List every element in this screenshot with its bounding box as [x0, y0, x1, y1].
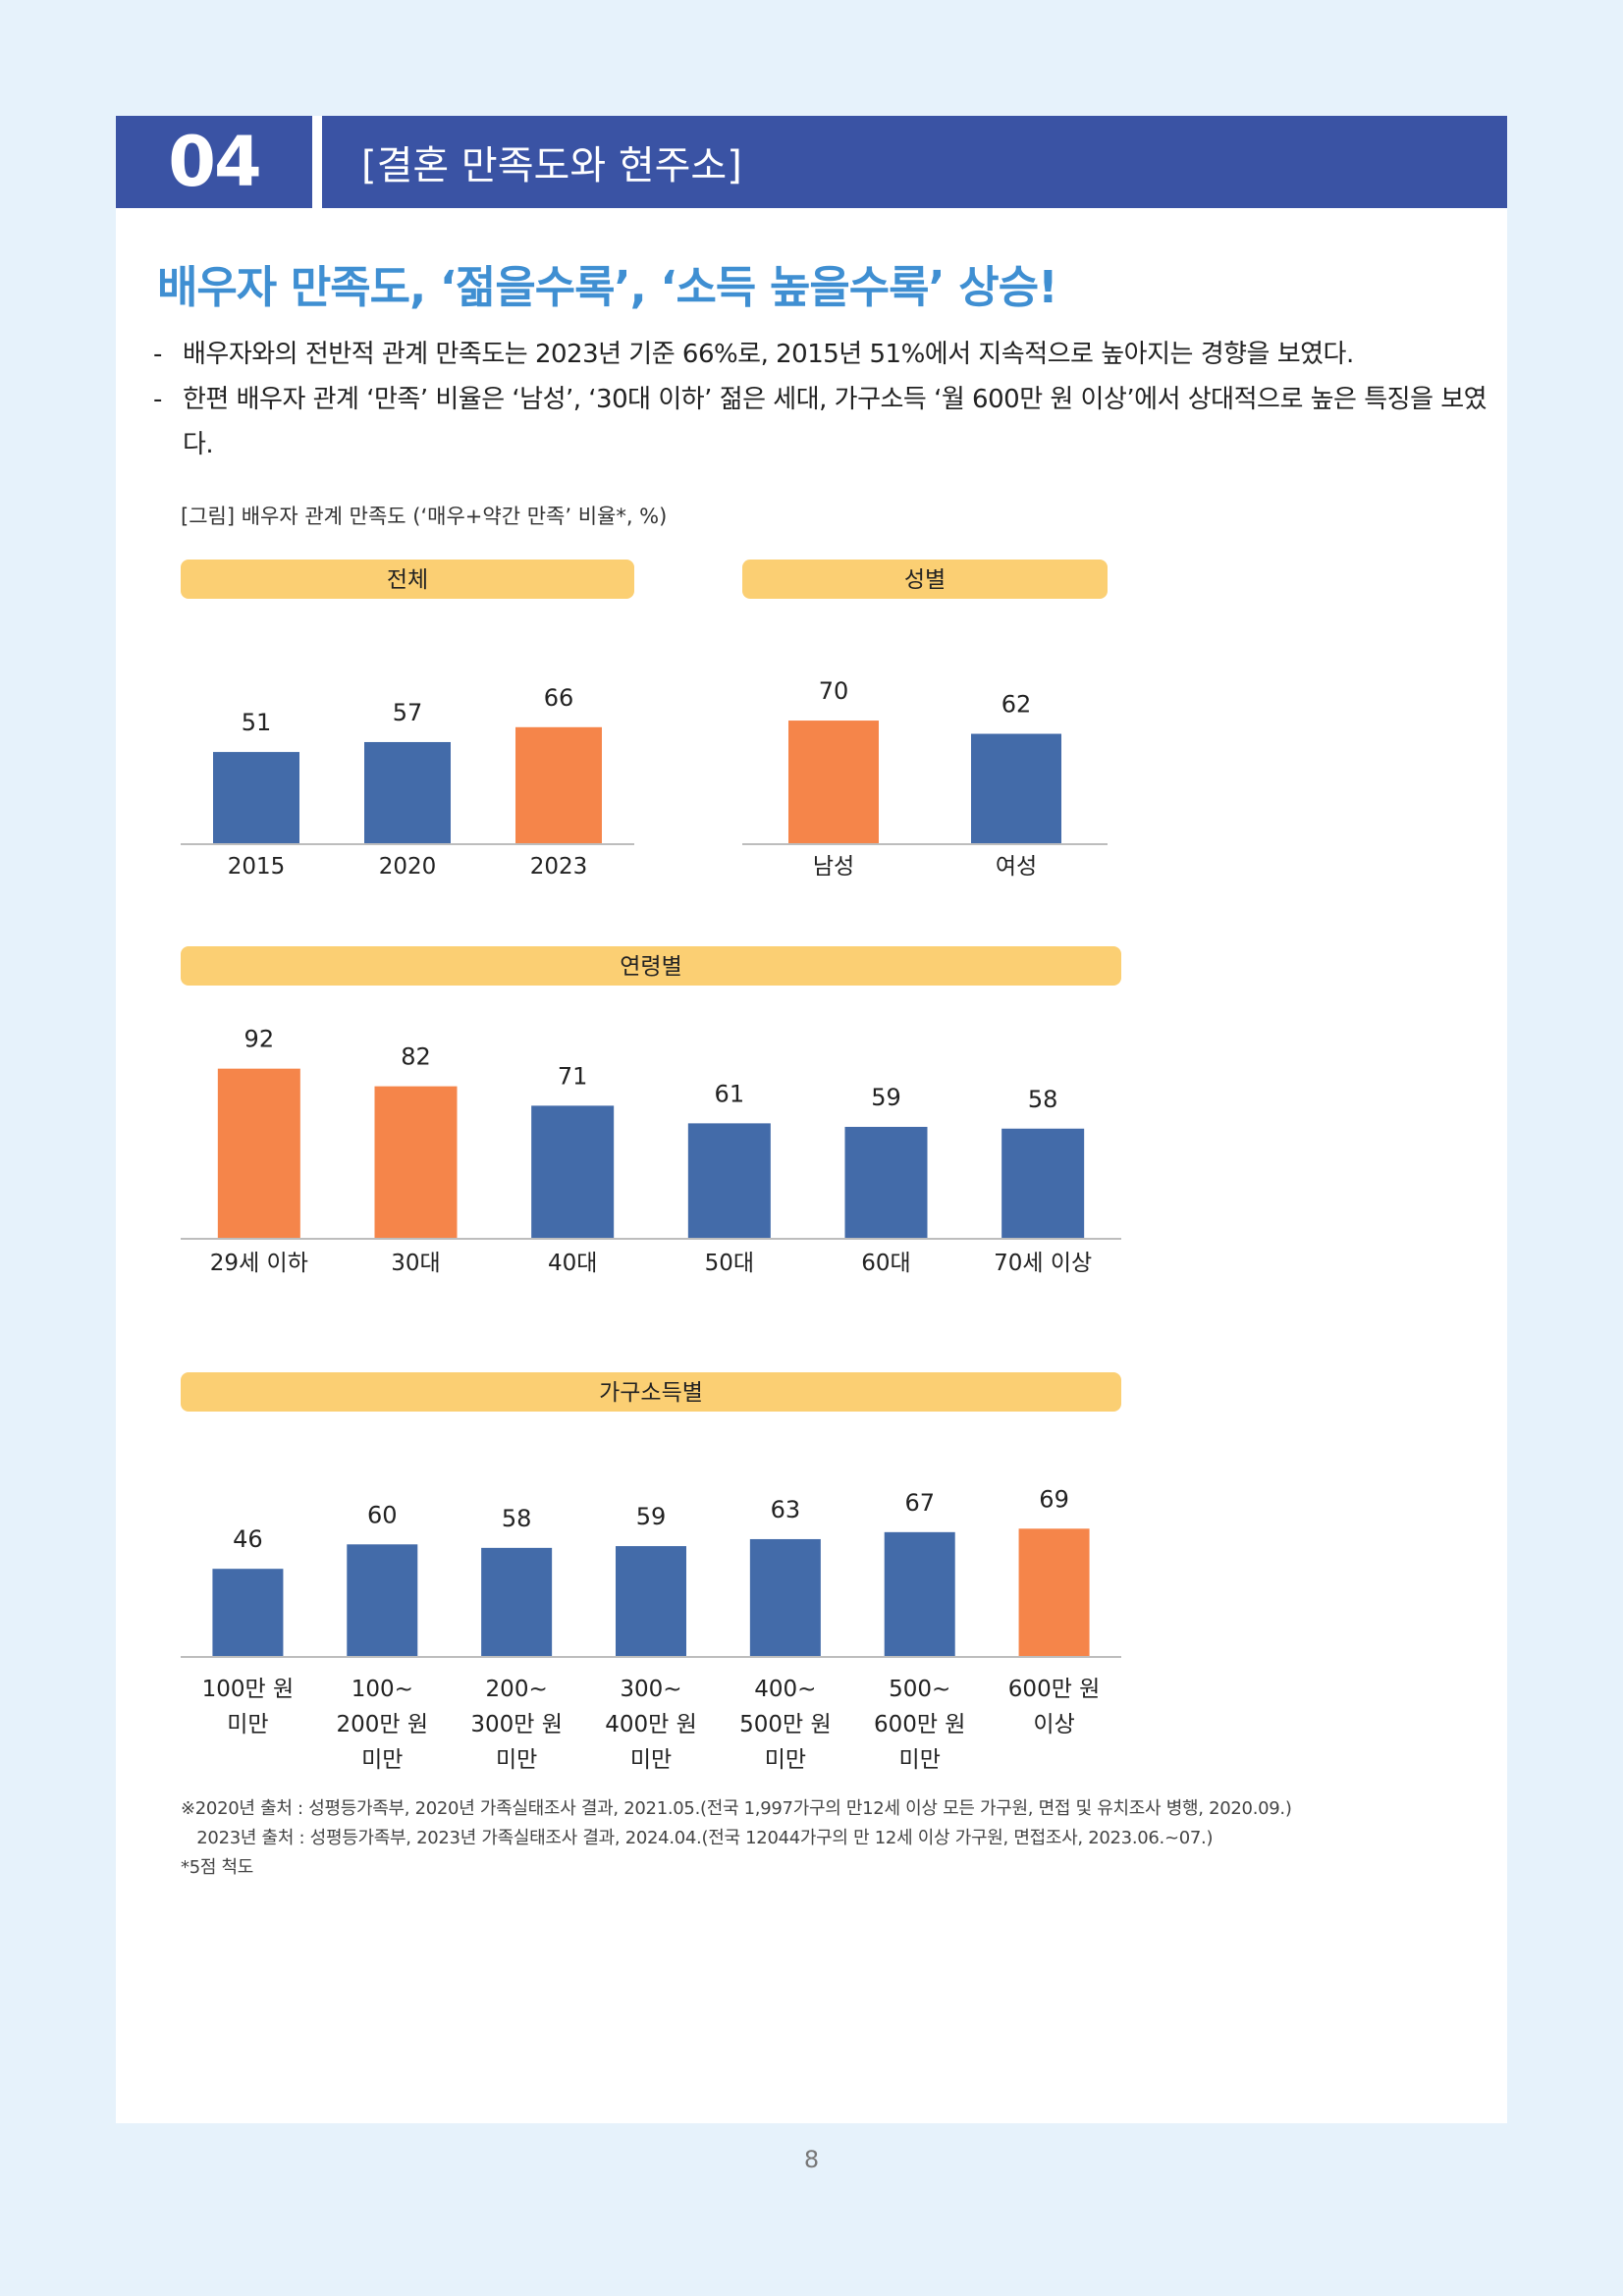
category-label: 미만	[630, 1747, 672, 1773]
data-label: 51	[242, 709, 272, 736]
data-label: 58	[1028, 1086, 1058, 1113]
category-label: 2023	[530, 854, 588, 880]
data-label: 59	[636, 1503, 667, 1530]
category-label: 남성	[813, 854, 854, 880]
data-label: 66	[544, 684, 574, 712]
category-label: 60대	[861, 1251, 910, 1276]
category-label: 100만 원	[202, 1677, 295, 1702]
data-label: 58	[502, 1505, 532, 1532]
bullet-item: 한편 배우자 관계 ‘만족’ 비율은 ‘남성’, ‘30대 이하’ 젊은 세대,…	[153, 377, 1488, 467]
category-label: 500만 원	[739, 1712, 832, 1737]
bar	[212, 1569, 284, 1657]
category-label: 400만 원	[605, 1712, 697, 1737]
category-label: 300~	[620, 1677, 681, 1702]
bar	[884, 1531, 955, 1657]
data-label: 70	[819, 677, 849, 705]
bar	[531, 1105, 615, 1239]
category-label: 200~	[486, 1677, 548, 1702]
chart-total: 전체 51 2015 57 2020 66 2023	[181, 560, 634, 952]
chart-title: 연령별	[620, 954, 681, 980]
chart-income: 가구소득별 46 100만 원 미만 60 100~ 200만 원 미만 58 200~ 300만 …	[181, 1372, 1121, 1804]
page-number: 8	[803, 2146, 820, 2173]
data-label: 82	[401, 1043, 431, 1071]
chart-title: 전체	[387, 567, 428, 593]
data-label: 67	[904, 1489, 935, 1517]
category-label: 400~	[754, 1677, 816, 1702]
category-label: 200만 원	[337, 1712, 429, 1737]
bar	[749, 1538, 821, 1657]
data-label: 60	[367, 1501, 398, 1528]
bullet-item: 배우자와의 전반적 관계 만족도는 2023년 기준 66%로, 2015년 5…	[153, 332, 1488, 377]
category-label: 40대	[548, 1251, 597, 1276]
data-label: 92	[244, 1026, 275, 1053]
data-label: 63	[771, 1496, 801, 1523]
footnote-line: *5점 척도	[181, 1857, 254, 1878]
category-label: 미만	[361, 1747, 403, 1773]
data-label: 69	[1039, 1485, 1069, 1513]
category-label: 이상	[1033, 1712, 1074, 1737]
data-label: 46	[233, 1525, 263, 1553]
category-label: 50대	[705, 1251, 754, 1276]
footnote: ※2020년 출처 : 성평등가족부, 2020년 가족실태조사 결과, 202…	[181, 1794, 1292, 1883]
chart-title: 성별	[904, 567, 946, 593]
data-label: 71	[558, 1062, 588, 1090]
chart-age: 연령별 92 29세 이하 82 30대 71 40대 61 50대 59 60대 58 70세 이상	[181, 946, 1121, 1339]
chart-gender-svg: 성별 70 남성 62 여성	[742, 560, 1108, 880]
category-label: 600만 원	[1008, 1677, 1101, 1702]
category-label: 미만	[227, 1712, 268, 1737]
category-label: 2020	[379, 854, 437, 880]
bar	[971, 733, 1061, 844]
section-number: 04	[116, 116, 312, 208]
bar	[1001, 1128, 1085, 1239]
chart-age-svg: 연령별 92 29세 이하 82 30대 71 40대 61 50대 59 60대 58 70세 이상	[181, 946, 1121, 1276]
footnote-line: 2023년 출처 : 성평등가족부, 2023년 가족실태조사 결과, 2024…	[181, 1828, 1214, 1848]
category-label: 미만	[899, 1747, 941, 1773]
category-label: 29세 이하	[210, 1251, 308, 1276]
bar	[347, 1544, 418, 1657]
category-label: 100~	[352, 1677, 413, 1702]
category-label: 미만	[765, 1747, 806, 1773]
category-label: 여성	[996, 854, 1037, 880]
bar	[616, 1546, 686, 1657]
chart-title-bar	[742, 560, 1108, 599]
figure-caption: [그림] 배우자 관계 만족도 (‘매우+약간 만족’ 비율*, %)	[181, 505, 668, 528]
chart-title-bar	[181, 946, 1121, 986]
category-label: 2015	[228, 854, 286, 880]
footnote-line: ※2020년 출처 : 성평등가족부, 2020년 가족실태조사 결과, 202…	[181, 1798, 1292, 1819]
data-label: 59	[871, 1084, 901, 1111]
bar	[374, 1086, 458, 1239]
chart-title-bar	[181, 1372, 1121, 1412]
bar	[1018, 1528, 1090, 1657]
chart-gender: 성별 70 남성 62 여성	[742, 560, 1108, 952]
category-label: 300만 원	[470, 1712, 563, 1737]
category-label: 600만 원	[874, 1712, 966, 1737]
data-label: 62	[1001, 691, 1032, 719]
bar	[213, 752, 299, 844]
chart-title: 가구소득별	[599, 1380, 703, 1406]
bar	[364, 741, 451, 844]
bar	[687, 1123, 771, 1239]
chart-total-svg: 전체 51 2015 57 2020 66 2023	[181, 560, 634, 880]
report-page: 04 [결혼 만족도와 현주소] 배우자 만족도, ‘젊을수록’, ‘소득 높을…	[116, 116, 1507, 2123]
category-label: 70세 이상	[994, 1251, 1092, 1276]
category-label: 30대	[391, 1251, 440, 1276]
section-title: [결혼 만족도와 현주소]	[322, 116, 1507, 208]
data-label: 57	[393, 699, 423, 726]
category-label: 500~	[889, 1677, 950, 1702]
chart-title-bar	[181, 560, 634, 599]
bullet-list: 배우자와의 전반적 관계 만족도는 2023년 기준 66%로, 2015년 5…	[153, 332, 1488, 467]
bar	[844, 1126, 928, 1239]
bar	[217, 1068, 300, 1239]
headline: 배우자 만족도, ‘젊을수록’, ‘소득 높을수록’ 상승!	[157, 261, 1058, 313]
category-label: 미만	[496, 1747, 537, 1773]
bar	[481, 1547, 553, 1657]
bar	[515, 726, 602, 844]
data-label: 61	[715, 1080, 745, 1107]
bar	[788, 721, 879, 844]
